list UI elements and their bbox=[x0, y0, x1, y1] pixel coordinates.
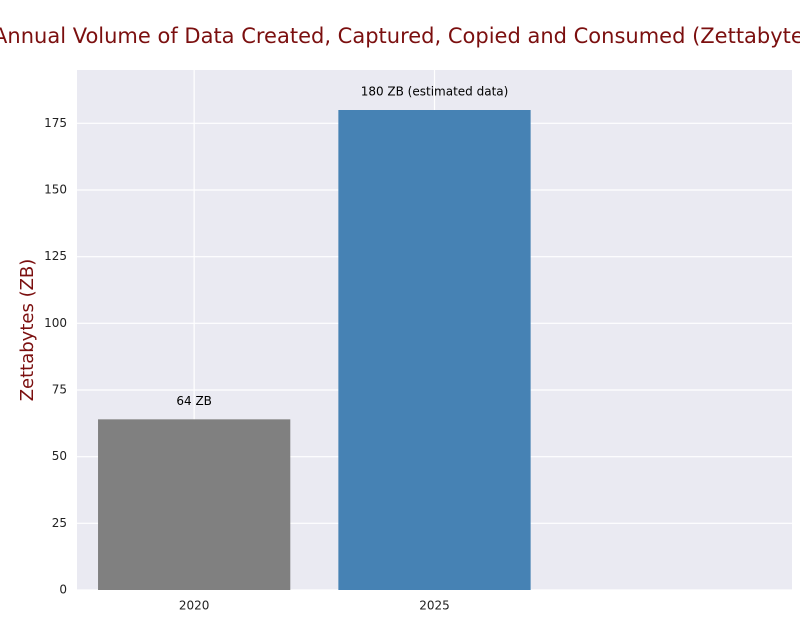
chart-title: Annual Volume of Data Created, Captured,… bbox=[0, 24, 800, 48]
y-tick-label: 25 bbox=[52, 516, 67, 530]
y-axis-label: Zettabytes (ZB) bbox=[17, 259, 38, 402]
y-tick-label: 0 bbox=[59, 583, 67, 597]
y-tick-label: 50 bbox=[52, 449, 67, 463]
y-tick-label: 75 bbox=[52, 383, 67, 397]
y-tick-label: 125 bbox=[44, 249, 67, 263]
x-tick-label: 2025 bbox=[419, 599, 450, 613]
y-tick-label: 175 bbox=[44, 116, 67, 130]
y-tick-label: 150 bbox=[44, 183, 67, 197]
x-tick-label: 2020 bbox=[179, 599, 210, 613]
y-tick-label: 100 bbox=[44, 316, 67, 330]
bar bbox=[338, 110, 531, 590]
value-label: 64 ZB bbox=[176, 394, 212, 408]
value-label: 180 ZB (estimated data) bbox=[361, 85, 509, 99]
bar bbox=[98, 419, 291, 590]
